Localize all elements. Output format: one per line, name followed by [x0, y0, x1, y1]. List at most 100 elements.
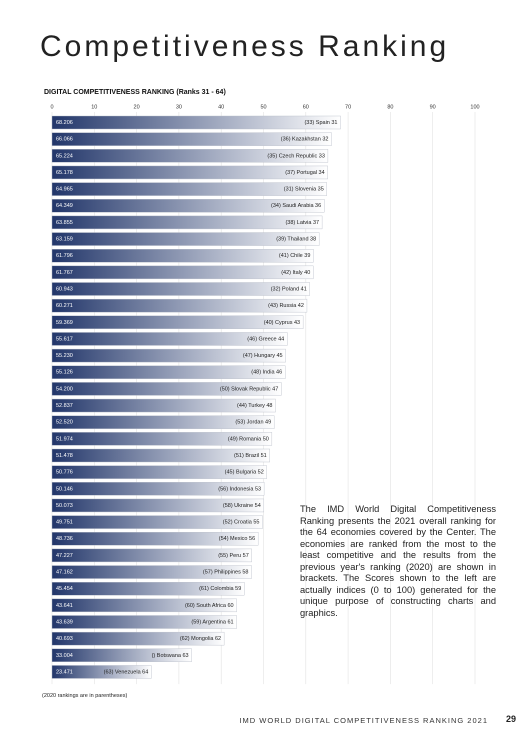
bar: [51, 132, 332, 146]
value-label: 63.159: [56, 237, 73, 243]
value-label: 43.641: [56, 603, 73, 609]
bar: [51, 631, 225, 646]
bar: [51, 515, 263, 529]
category-label: (34) Saudi Arabia 36: [271, 203, 321, 209]
bar: [51, 598, 237, 613]
category-label: (43) Russia 42: [268, 303, 304, 309]
bar: [51, 382, 282, 396]
value-label: 52.837: [56, 403, 73, 409]
bar: [51, 315, 304, 329]
bar: [51, 298, 308, 313]
chart-title: DIGITAL COMPETITIVENESS RANKING (Ranks 3…: [44, 89, 226, 96]
category-label: () Botswana 63: [152, 653, 189, 659]
x-tick-label: 40: [218, 104, 224, 110]
description: The IMD World Digital Competitiveness Ra…: [300, 504, 496, 618]
bar: [51, 232, 320, 246]
bar: [51, 448, 270, 463]
x-tick-label: 50: [260, 104, 266, 110]
value-label: 43.639: [56, 619, 73, 625]
category-label: (61) Colombia 59: [199, 586, 241, 592]
category-label: (48) India 46: [251, 370, 282, 376]
bar: [51, 182, 328, 196]
x-tick-label: 60: [303, 104, 309, 110]
value-label: 65.178: [56, 170, 73, 176]
value-label: 49.751: [56, 520, 73, 526]
value-label: 45.454: [56, 586, 73, 592]
category-label: (54) Mexico 56: [219, 536, 255, 542]
value-label: 64.965: [56, 187, 73, 193]
bar: [51, 415, 275, 429]
value-label: 65.224: [56, 153, 73, 159]
category-label: (53) Jordan 49: [235, 420, 271, 426]
value-label: 40.693: [56, 636, 73, 642]
bar: [51, 199, 325, 213]
category-label: (42) Italy 40: [281, 270, 310, 276]
category-label: (32) Poland 41: [271, 286, 307, 292]
value-label: 23.471: [56, 669, 73, 675]
value-label: 60.943: [56, 286, 73, 292]
category-label: (31) Slovenia 35: [284, 187, 324, 193]
x-tick-label: 30: [176, 104, 182, 110]
bar: [51, 665, 152, 679]
bar: [51, 265, 314, 280]
x-tick-label: 70: [345, 104, 351, 110]
bar: [51, 248, 314, 263]
value-label: 47.162: [56, 570, 73, 576]
value-label: 64.349: [56, 203, 73, 209]
bar: [51, 149, 329, 163]
category-label: (40) Cyprus 43: [264, 320, 300, 326]
category-label: (46) Greece 44: [247, 336, 284, 342]
value-label: 55.230: [56, 353, 73, 359]
value-label: 51.974: [56, 436, 73, 442]
bar: [51, 215, 323, 230]
value-label: 61.796: [56, 253, 73, 259]
bar: [51, 615, 237, 629]
category-label: (44) Turkey 48: [237, 403, 272, 409]
value-label: 51.478: [56, 453, 73, 459]
value-label: 50.776: [56, 470, 73, 476]
category-label: (47) Hungary 45: [243, 353, 283, 359]
category-label: (63) Venezuela 64: [104, 669, 149, 675]
page-title: Competitiveness Ranking: [40, 30, 450, 63]
category-label: (50) Slovak Republic 47: [220, 386, 278, 392]
category-label: (39) Thailand 38: [276, 237, 316, 243]
bar: [51, 332, 288, 346]
x-tick-label: 20: [134, 104, 140, 110]
x-tick-label: 10: [91, 104, 97, 110]
value-label: 61.767: [56, 270, 73, 276]
category-label: (35) Czech Republic 33: [267, 153, 324, 159]
x-tick-label: 0: [50, 104, 53, 110]
bar: [51, 498, 265, 513]
value-label: 63.855: [56, 220, 73, 226]
bar: [51, 165, 328, 180]
bar: [51, 398, 276, 413]
x-tick-label: 100: [470, 104, 479, 110]
category-label: (36) Kazakhstan 32: [281, 137, 329, 143]
bar: [51, 432, 273, 446]
category-label: (51) Brazil 51: [234, 453, 267, 459]
category-label: (38) Latvia 37: [285, 220, 319, 226]
category-label: (33) Spain 31: [304, 120, 337, 126]
category-label: (49) Romania 50: [228, 436, 269, 442]
category-label: (60) South Africa 60: [185, 603, 234, 609]
bar: [51, 365, 286, 379]
value-label: 66.066: [56, 137, 73, 143]
value-label: 48.736: [56, 536, 73, 542]
category-label: (59) Argentina 61: [191, 619, 233, 625]
value-label: 52.520: [56, 420, 73, 426]
bar: [51, 348, 286, 363]
value-label: 60.271: [56, 303, 73, 309]
value-label: 55.126: [56, 370, 73, 376]
value-label: 55.617: [56, 336, 73, 342]
x-tick-label: 80: [387, 104, 393, 110]
category-label: (52) Croatia 55: [223, 520, 260, 526]
bar: [51, 565, 252, 579]
bar: [51, 482, 265, 496]
category-label: (55) Peru 57: [218, 553, 249, 559]
category-label: (45) Bulgaria 52: [225, 470, 264, 476]
category-label: (62) Mongolia 62: [180, 636, 221, 642]
footnote: (2020 rankings are in parentheses): [42, 693, 128, 699]
bar: [51, 532, 259, 546]
